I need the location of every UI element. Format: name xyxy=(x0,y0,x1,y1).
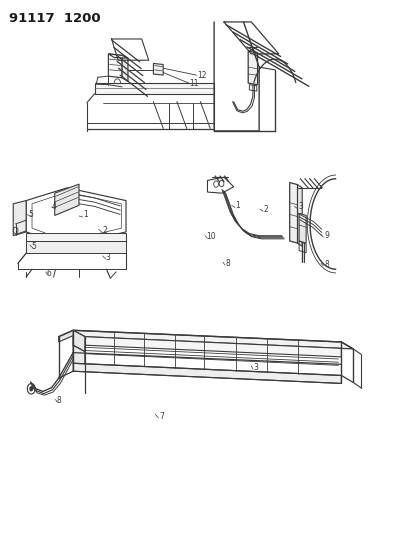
Polygon shape xyxy=(108,54,128,58)
Polygon shape xyxy=(59,330,73,342)
Polygon shape xyxy=(85,337,342,357)
Text: 7: 7 xyxy=(159,412,164,421)
Polygon shape xyxy=(73,330,85,370)
Polygon shape xyxy=(13,200,26,236)
Polygon shape xyxy=(73,330,353,349)
Text: 5: 5 xyxy=(28,210,33,219)
Text: 6: 6 xyxy=(47,269,52,278)
Text: 3: 3 xyxy=(106,253,110,262)
Text: 8: 8 xyxy=(57,397,61,406)
Text: 4: 4 xyxy=(51,203,57,212)
Text: 91117  1200: 91117 1200 xyxy=(9,12,101,26)
Text: 1: 1 xyxy=(236,201,241,211)
Polygon shape xyxy=(298,184,302,246)
Polygon shape xyxy=(290,182,298,243)
Circle shape xyxy=(29,386,33,391)
Polygon shape xyxy=(248,51,257,85)
Polygon shape xyxy=(153,63,163,75)
Text: 1: 1 xyxy=(83,211,88,220)
Polygon shape xyxy=(73,330,85,352)
Text: 3: 3 xyxy=(298,203,303,212)
Text: 12: 12 xyxy=(197,70,207,79)
Text: 9: 9 xyxy=(324,231,329,240)
Text: 10: 10 xyxy=(206,232,216,241)
Polygon shape xyxy=(26,241,126,253)
Text: 2: 2 xyxy=(264,205,268,214)
Polygon shape xyxy=(299,213,306,243)
Text: 11: 11 xyxy=(189,79,199,88)
Text: 5: 5 xyxy=(31,242,36,251)
Text: 3: 3 xyxy=(253,363,259,372)
Polygon shape xyxy=(55,184,79,215)
Polygon shape xyxy=(122,55,128,82)
Polygon shape xyxy=(95,83,214,94)
Polygon shape xyxy=(26,233,126,241)
Polygon shape xyxy=(108,54,122,78)
Text: 2: 2 xyxy=(103,226,107,235)
Text: 8: 8 xyxy=(324,260,329,269)
Polygon shape xyxy=(73,364,342,383)
Text: 8: 8 xyxy=(226,259,230,268)
